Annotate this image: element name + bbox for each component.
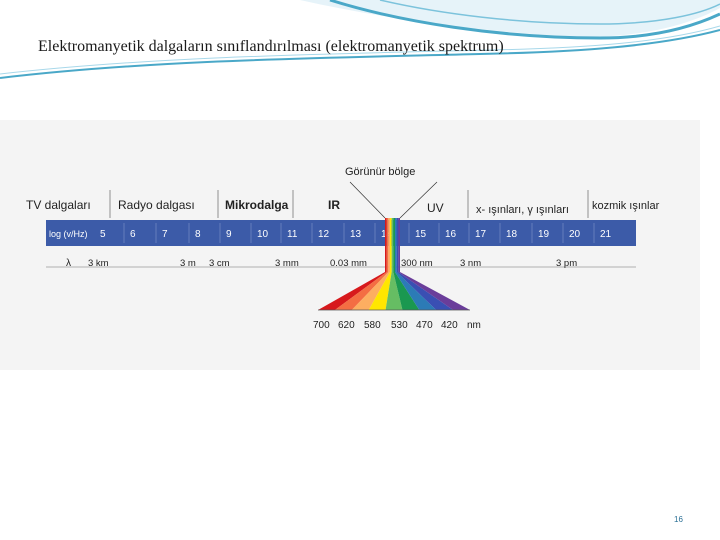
- log-frequency-value: 20: [569, 229, 581, 240]
- log-frequency-value: 6: [130, 229, 136, 240]
- wavelength-label: 300 nm: [401, 258, 433, 269]
- region-cosmic: kozmik ışınlar: [592, 200, 660, 212]
- visible-spectrum-band: [318, 218, 387, 310]
- frequency-bar: [46, 220, 636, 246]
- wavelength-label: 3 mm: [275, 258, 299, 269]
- wavelength-label: 3 pm: [556, 258, 577, 269]
- visible-pointer-right: [399, 181, 438, 219]
- log-frequency-value: 9: [226, 229, 232, 240]
- visible-pointer-left: [349, 181, 386, 219]
- header-decoration: [0, 0, 720, 79]
- wavelength-label: 3 km: [88, 258, 109, 269]
- log-frequency-value: 12: [318, 229, 330, 240]
- log-frequency-value: 19: [538, 229, 550, 240]
- log-frequency-value: 5: [100, 229, 106, 240]
- visible-wavelength-label: 470: [416, 320, 433, 331]
- log-frequency-value: 13: [350, 229, 362, 240]
- visible-spectrum-band: [351, 218, 390, 310]
- region-radio: Radyo dalgası: [118, 198, 195, 212]
- log-frequency-value: 17: [475, 229, 487, 240]
- visible-wavelength-label: 580: [364, 320, 381, 331]
- visible-wavelength-label: 420: [441, 320, 458, 331]
- spectrum-figure: Görünür bölge TV dalgaları Radyo dalgası…: [0, 120, 700, 370]
- page-number: 16: [674, 515, 683, 524]
- visible-region-label: Görünür bölge: [345, 166, 415, 178]
- region-uv: UV: [427, 201, 444, 215]
- visible-wavelength-label: 700: [313, 320, 330, 331]
- visible-spectrum-band: [398, 218, 470, 310]
- log-frequency-value: 11: [287, 229, 298, 240]
- visible-unit: nm: [467, 320, 481, 331]
- visible-spectrum-band: [395, 218, 437, 310]
- region-ir: IR: [328, 198, 340, 212]
- region-tv: TV dalgaları: [26, 198, 91, 212]
- spectrum-diagram: Görünür bölge TV dalgaları Radyo dalgası…: [26, 166, 660, 331]
- log-frequency-value: 10: [257, 229, 269, 240]
- visible-spectrum-band: [393, 218, 420, 310]
- log-frequency-value: 21: [600, 229, 612, 240]
- wavelength-label: 0.03 mm: [330, 258, 367, 269]
- wavelength-label: 3 nm: [460, 258, 481, 269]
- visible-spectrum-band: [385, 218, 403, 310]
- region-microwave: Mikrodalga: [225, 198, 289, 212]
- visible-spectrum-band: [334, 218, 389, 310]
- log-frequency-value: 16: [445, 229, 457, 240]
- visible-spectrum-band: [368, 218, 392, 310]
- lambda-symbol: λ: [66, 258, 71, 269]
- region-xray-gamma: x- ışınları, γ ışınları: [476, 204, 569, 216]
- wavelength-label: 3 cm: [209, 258, 230, 269]
- visible-wavelength-label: 530: [391, 320, 408, 331]
- visible-wavelength-label: 620: [338, 320, 355, 331]
- wavelength-label: 3 m: [180, 258, 196, 269]
- log-frequency-label: log (v/Hz): [49, 229, 88, 239]
- visible-spectrum-band: [396, 218, 454, 310]
- slide-title: Elektromanyetik dalgaların sınıflandırıl…: [38, 38, 504, 55]
- log-frequency-value: 8: [195, 229, 201, 240]
- log-frequency-value: 15: [415, 229, 427, 240]
- log-frequency-value: 18: [506, 229, 518, 240]
- log-frequency-value: 7: [162, 229, 168, 240]
